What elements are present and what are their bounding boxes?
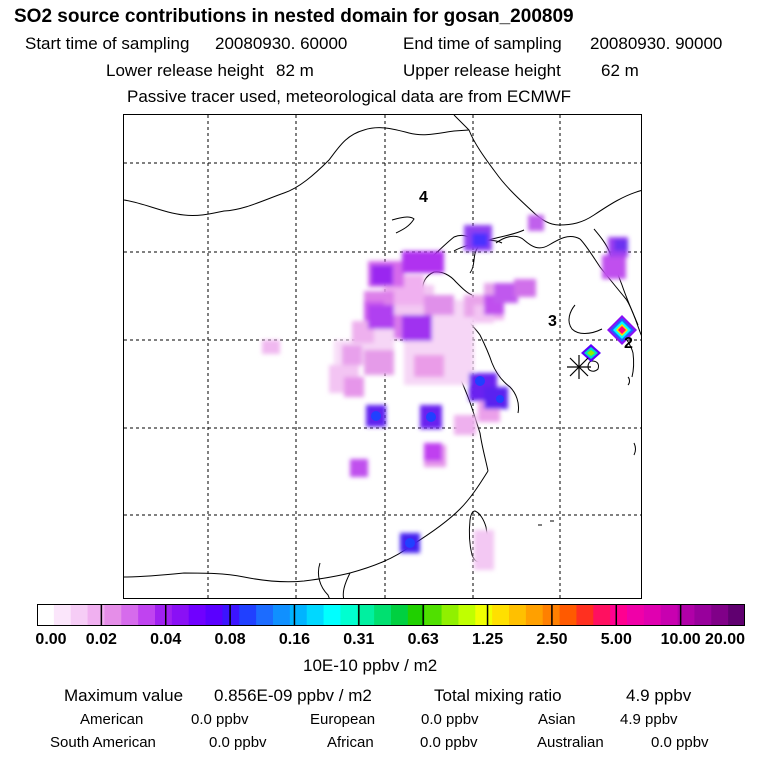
- total-mixing-label: Total mixing ratio: [434, 686, 562, 705]
- colorbar-swatch: [610, 604, 628, 626]
- colorbar-unit: 10E-10 ppbv / m2: [303, 656, 438, 675]
- region-asian: Asian: [538, 711, 576, 728]
- colorbar-swatch: [155, 604, 173, 626]
- total-mixing-value: 4.9 ppbv: [626, 686, 692, 705]
- colorbar-swatch: [643, 604, 662, 626]
- region-european-value: 0.0 ppbv: [421, 711, 479, 728]
- colorbar-swatch: [138, 604, 156, 626]
- start-time-label: Start time of sampling: [25, 34, 190, 53]
- colorbar-swatch: [188, 604, 207, 626]
- colorbar-swatch: [340, 604, 358, 626]
- region-american-value: 0.0 ppbv: [191, 711, 249, 728]
- colorbar-tick-label: 0.16: [278, 631, 311, 648]
- colorbar-swatch: [205, 604, 223, 626]
- colorbar-tick-label: 1.25: [471, 631, 504, 648]
- colorbar-swatch: [53, 604, 72, 626]
- concentration-cores: [371, 376, 504, 548]
- colorbar-swatch: [70, 604, 89, 626]
- region-label-4: 4: [419, 189, 428, 206]
- end-time-label: End time of sampling: [403, 34, 562, 53]
- colorbar-swatch: [559, 604, 577, 626]
- colorbar-swatch: [475, 604, 493, 626]
- colorbar-swatch: [391, 604, 409, 626]
- colorbar-swatch: [627, 604, 645, 626]
- upper-height-value: 62 m: [601, 61, 639, 80]
- colorbar-swatch: [171, 604, 190, 626]
- region-australian: Australian: [537, 734, 604, 751]
- start-time-value: 20080930. 60000: [215, 34, 348, 53]
- colorbar-swatch: [660, 604, 679, 626]
- colorbar-tick-label: 0.00: [35, 631, 67, 648]
- colorbar-swatch: [222, 604, 240, 626]
- colorbar-tick-label: 0.02: [85, 631, 117, 648]
- colorbar-tick-label: 2.50: [536, 631, 568, 648]
- colorbar-swatch: [525, 604, 544, 626]
- colorbar-swatch: [728, 604, 745, 626]
- colorbar-swatch: [357, 604, 375, 626]
- map-canvas: [124, 115, 641, 598]
- colorbar-swatch: [711, 604, 729, 626]
- colorbar-swatch: [593, 604, 611, 626]
- upper-height-label: Upper release height: [403, 61, 561, 80]
- region-asian-value: 4.9 ppbv: [620, 711, 678, 728]
- colorbar-tick-label: 10.00: [660, 631, 701, 648]
- chart-title: SO2 source contributions in nested domai…: [14, 6, 574, 27]
- colorbar-tick-label: 20.00: [704, 631, 746, 648]
- colorbar-swatch: [424, 604, 443, 626]
- region-european: European: [310, 711, 376, 728]
- asterisk-icon: [567, 355, 591, 379]
- lower-height-value: 82 m: [276, 61, 314, 80]
- end-time-value: 20080930. 90000: [590, 34, 723, 53]
- colorbar-swatch: [323, 604, 341, 626]
- colorbar-tick-label: 0.31: [343, 631, 375, 648]
- colorbar-swatch: [576, 604, 594, 626]
- colorbar-tick-label: 0.04: [150, 631, 182, 648]
- region-american: American: [80, 711, 144, 728]
- colorbar-border: [37, 604, 745, 626]
- colorbar-tick-label: 5.00: [600, 631, 632, 648]
- colorbar-swatch: [694, 604, 712, 626]
- region-australian-value: 0.0 ppbv: [651, 734, 709, 751]
- concentration-field: [262, 215, 628, 570]
- colorbar-swatch: [509, 604, 527, 626]
- colorbar-swatch: [492, 604, 510, 626]
- colorbar-swatch: [121, 604, 139, 626]
- colorbar-swatch: [458, 604, 476, 626]
- colorbar-swatch: [104, 604, 122, 626]
- colorbar-swatch: [306, 604, 325, 626]
- colorbar-swatch: [441, 604, 459, 626]
- colorbar-swatch: [239, 604, 257, 626]
- colorbar-swatch: [37, 604, 55, 626]
- max-value: 0.856E-09 ppbv / m2: [214, 686, 372, 705]
- max-value-label: Maximum value: [64, 686, 184, 705]
- colorbar-tick-label: 0.08: [214, 631, 246, 648]
- region-south-american: South American: [50, 734, 156, 751]
- colorbar-swatch: [374, 604, 392, 626]
- colorbar-swatch: [289, 604, 308, 626]
- region-label-3: 3: [548, 313, 557, 330]
- region-label-2: 2: [624, 335, 633, 352]
- tracer-note: Passive tracer used, meteorological data…: [127, 87, 572, 106]
- lower-height-label: Lower release height: [106, 61, 264, 80]
- colorbar-swatch: [407, 604, 426, 626]
- colorbar-tick-label: 0.63: [407, 631, 439, 648]
- region-african: African: [327, 734, 374, 751]
- colorbar-swatch: [87, 604, 105, 626]
- grid-lines: [124, 115, 641, 598]
- receptor-hotspot: [581, 315, 637, 362]
- map-panel: 4 3 2: [123, 114, 642, 599]
- colorbar: [37, 604, 745, 626]
- region-african-value: 0.0 ppbv: [420, 734, 478, 751]
- colorbar-swatch: [677, 604, 695, 626]
- colorbar-swatch: [256, 604, 274, 626]
- region-south-american-value: 0.0 ppbv: [209, 734, 267, 751]
- colorbar-swatch: [273, 604, 291, 626]
